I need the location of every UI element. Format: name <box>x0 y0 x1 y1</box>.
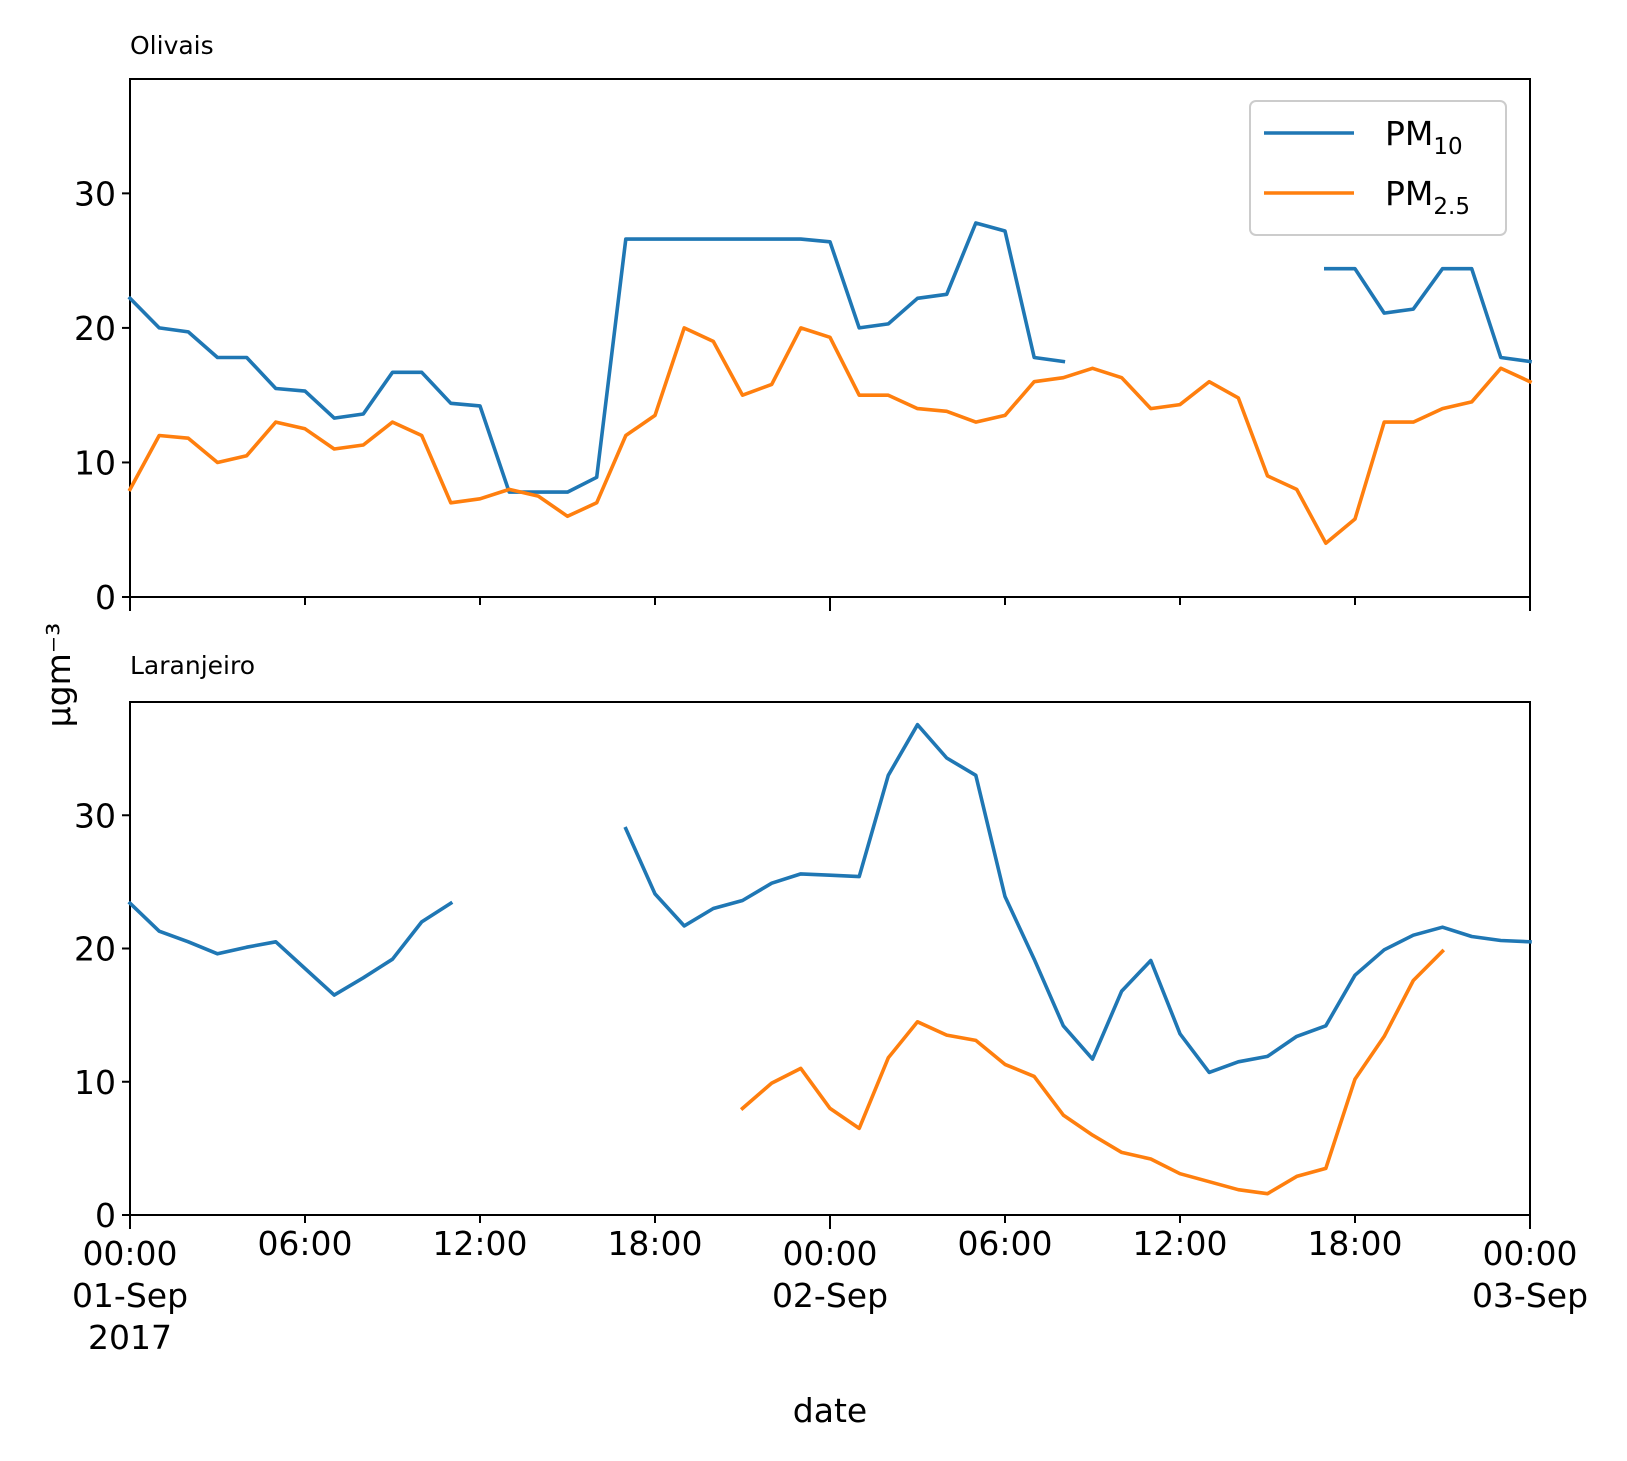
y-tick-label: 0 <box>95 578 116 617</box>
series-line-pm25-segment-0 <box>739 948 1446 1196</box>
x-axis-label: date <box>793 1391 867 1430</box>
y-tick-label: 20 <box>74 930 116 969</box>
x-tick-label: 02-Sep <box>772 1276 888 1315</box>
y-tick-label: 30 <box>74 174 116 213</box>
y-ticks-olivais: 0 10 20 30 <box>74 174 130 617</box>
x-tick-label: 03-Sep <box>1472 1276 1588 1315</box>
x-tick-label: 18:00 <box>607 1224 702 1263</box>
lines-laranjeiro <box>127 722 1532 1196</box>
series-line-pm10-segment-0 <box>127 221 1066 494</box>
x-tick-label: 00:00 <box>1482 1234 1577 1273</box>
panel-title-olivais: Olivais <box>130 31 214 60</box>
x-tick-label: 01-Sep <box>72 1276 188 1315</box>
legend: PM10 PM2.5 <box>1249 100 1507 236</box>
x-tick-label: 18:00 <box>1307 1224 1402 1263</box>
y-tick-label: 0 <box>95 1196 116 1235</box>
lines-olivais <box>127 221 1533 545</box>
x-tick-label: 06:00 <box>257 1224 352 1263</box>
panel-title-laranjeiro: Laranjeiro <box>130 651 255 680</box>
y-axis-label: μgm⁻³ <box>39 623 78 728</box>
series-line-pm10-segment-1 <box>1324 266 1533 364</box>
x-tick-label: 00:00 <box>82 1234 177 1273</box>
y-ticks-laranjeiro: 0 10 20 30 <box>74 796 130 1235</box>
y-tick-label: 30 <box>74 796 116 835</box>
y-tick-label: 10 <box>74 1063 116 1102</box>
x-tick-label: 06:00 <box>957 1224 1052 1263</box>
x-tick-label: 12:00 <box>432 1224 527 1263</box>
x-tick-label: 2017 <box>88 1318 172 1357</box>
y-tick-label: 10 <box>74 443 116 482</box>
series-line-pm10-segment-1 <box>623 722 1532 1075</box>
x-tick-label: 00:00 <box>782 1234 877 1273</box>
y-tick-label: 20 <box>74 309 116 348</box>
legend-label-pm10: PM10 <box>1385 114 1463 160</box>
plot-frame-laranjeiro <box>129 701 1531 1216</box>
series-line-pm10-segment-0 <box>127 900 454 997</box>
legend-label-pm25: PM2.5 <box>1385 174 1470 220</box>
x-tick-label: 12:00 <box>1132 1224 1227 1263</box>
series-line-pm25-segment-0 <box>127 326 1533 545</box>
x-ticks-olivais <box>129 597 1531 611</box>
panel-olivais: Olivais 0 10 20 30 PM10 PM2.5 <box>74 31 1533 617</box>
